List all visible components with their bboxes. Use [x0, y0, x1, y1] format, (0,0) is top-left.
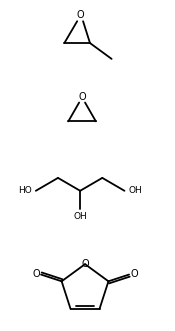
Text: HO: HO — [18, 186, 32, 195]
Text: O: O — [78, 92, 86, 102]
Text: O: O — [81, 259, 89, 269]
Text: O: O — [32, 268, 40, 279]
Text: OH: OH — [128, 186, 142, 195]
Text: O: O — [130, 268, 138, 279]
Text: OH: OH — [73, 212, 87, 221]
Text: O: O — [76, 10, 84, 20]
